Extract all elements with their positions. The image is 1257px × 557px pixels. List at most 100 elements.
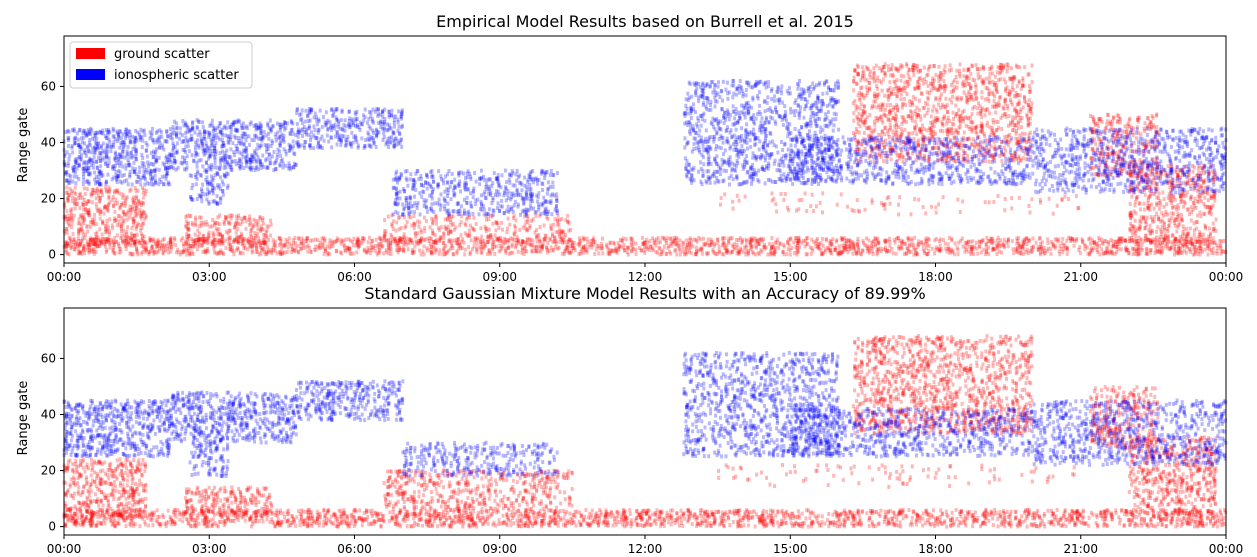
scatter-point [1112, 115, 1115, 120]
scatter-point [182, 248, 186, 253]
scatter-point [506, 245, 510, 250]
scatter-point [984, 242, 988, 247]
scatter-point [682, 241, 685, 246]
scatter-point [150, 244, 154, 249]
scatter-point [843, 244, 847, 249]
scatter-point [434, 239, 438, 243]
scatter-point [735, 193, 739, 198]
scatter-point [250, 238, 254, 242]
scatter-point [195, 237, 199, 242]
scatter-point [809, 204, 813, 209]
scatter-point [673, 248, 677, 253]
scatter-point [938, 248, 942, 253]
scatter-point [1134, 242, 1138, 247]
scatter-point [745, 239, 748, 244]
scatter-point [98, 195, 102, 200]
scatter-point [1146, 238, 1150, 243]
scatter-point [103, 223, 107, 228]
scatter-point [258, 242, 262, 247]
scatter-point [1128, 239, 1132, 244]
scatter-point [556, 230, 560, 235]
scatter-point [1199, 193, 1203, 198]
scatter-point [423, 237, 427, 242]
scatter-point [1155, 201, 1159, 206]
scatter-point [965, 74, 969, 79]
scatter-point [65, 230, 69, 235]
scatter-point [492, 239, 496, 244]
scatter-point [959, 117, 962, 122]
scatter-point [1170, 198, 1174, 203]
scatter-point [1012, 108, 1016, 113]
scatter-point [995, 252, 999, 256]
scatter-point [239, 222, 243, 227]
scatter-point [737, 251, 741, 256]
scatter-point [480, 242, 484, 247]
scatter-point [92, 251, 96, 256]
scatter-point [283, 250, 287, 255]
scatter-point [561, 239, 565, 244]
scatter-point [945, 121, 949, 126]
scatter-point [852, 75, 856, 80]
scatter-point [1018, 245, 1022, 250]
scatter-point [796, 241, 800, 245]
scatter-point [716, 237, 720, 242]
scatter-point [567, 250, 571, 255]
scatter-point [554, 241, 558, 246]
scatter-point [863, 77, 867, 82]
scatter-point [237, 240, 241, 245]
scatter-point [518, 227, 522, 232]
scatter-point [1110, 244, 1114, 249]
scatter-point [1155, 249, 1159, 254]
scatter-point [494, 244, 498, 249]
scatter-point [125, 212, 129, 217]
scatter-point [912, 252, 916, 257]
scatter-point [261, 227, 265, 232]
scatter-point [382, 238, 386, 243]
scatter-point [1138, 223, 1142, 228]
scatter-point [455, 241, 459, 246]
chart-title: Empirical Model Results based on Burrell… [436, 12, 854, 31]
scatter-point [990, 248, 994, 253]
scatter-point [943, 89, 947, 94]
scatter-point [1183, 241, 1187, 246]
scatter-point [438, 236, 442, 241]
scatter-point [969, 86, 972, 91]
scatter-point [197, 238, 200, 243]
scatter-point [336, 238, 340, 242]
scatter-point [939, 128, 942, 133]
scatter-point [697, 248, 700, 253]
scatter-point [888, 135, 891, 139]
scatter-point [396, 248, 400, 253]
scatter-point [1117, 236, 1121, 241]
scatter-point [963, 249, 967, 254]
scatter-point [195, 247, 199, 252]
scatter-point [914, 86, 918, 91]
scatter-point [457, 243, 461, 248]
scatter-point [160, 243, 164, 247]
scatter-point [91, 237, 95, 242]
scatter-point [939, 247, 943, 251]
scatter-point [79, 191, 82, 196]
scatter-point [72, 237, 76, 242]
scatter-point [140, 226, 144, 231]
scatter-point [489, 251, 493, 256]
scatter-point [1139, 237, 1143, 242]
scatter-point [1124, 248, 1128, 252]
scatter-point [786, 241, 790, 246]
scatter-point [999, 77, 1003, 82]
scatter-point [102, 237, 106, 242]
scatter-point [685, 245, 689, 250]
scatter-point [744, 237, 748, 242]
scatter-point [349, 252, 353, 256]
scatter-point [1007, 114, 1011, 119]
scatter-point [236, 247, 240, 252]
scatter-point [1201, 179, 1205, 184]
scatter-point [184, 241, 188, 246]
scatter-point [94, 242, 97, 247]
scatter-point [126, 225, 129, 230]
scatter-point [92, 237, 96, 242]
scatter-point [902, 251, 906, 256]
scatter-point [1071, 237, 1075, 242]
scatter-point [1133, 239, 1136, 244]
scatter-point [660, 235, 664, 240]
